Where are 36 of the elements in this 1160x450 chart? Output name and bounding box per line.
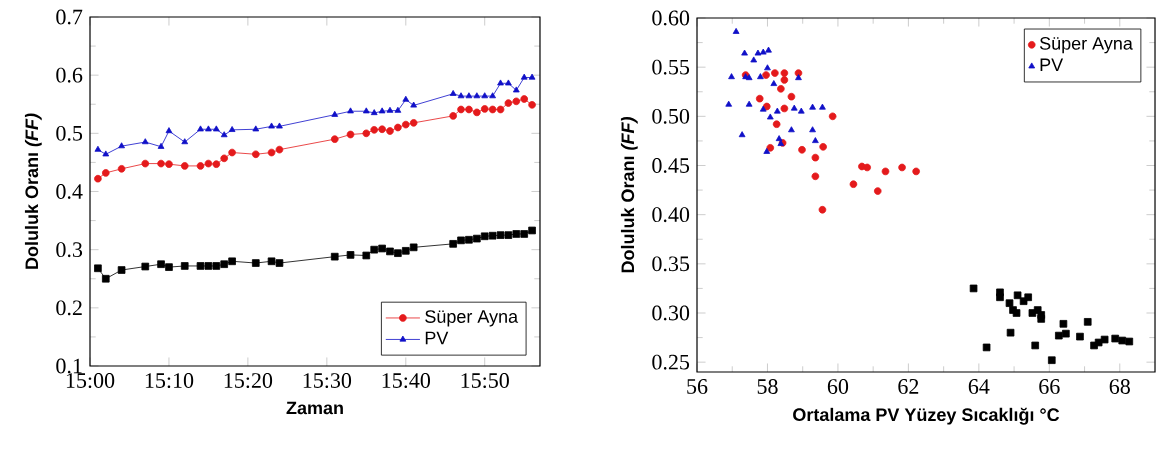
x-tick-label: 68 [1109, 379, 1130, 394]
x-tick-label: 15:50 [461, 373, 509, 389]
x-tick-label: 64 [968, 379, 990, 394]
legend-label: PV [425, 331, 449, 345]
x-tick-label: 15:40 [382, 373, 431, 389]
x-tick-label: 15:20 [224, 373, 273, 389]
y-tick-label: 0.2 [56, 300, 82, 316]
x-axis-title: Ortalama PV Yüzey Sıcaklığı °C [793, 407, 1060, 425]
y-tick-label: 0.5 [56, 125, 83, 141]
legend-label: Süper Ayna [1039, 37, 1133, 54]
y-tick-label: 0.3 [56, 242, 83, 258]
y-tick-label: 0.7 [56, 9, 83, 25]
y-tick-label: 0.30 [652, 305, 690, 321]
x-tick-label: 15:30 [303, 373, 352, 389]
y-tick-label: 0.60 [652, 10, 690, 26]
x-tick-label: 62 [898, 379, 919, 394]
legend-label: Süper Ayna [425, 310, 519, 327]
x-tick-label: 15:10 [145, 373, 194, 389]
x-tick-label: 58 [757, 379, 778, 394]
x-tick-label: 60 [827, 379, 849, 394]
x-axis-title: Zaman [286, 401, 343, 415]
y-tick-label: 0.50 [652, 108, 690, 124]
legend-label: PV [1040, 58, 1064, 71]
y-tick-label: 0.40 [652, 207, 690, 223]
y-tick-label: 0.6 [56, 67, 83, 83]
y-tick-label: 0.4 [56, 184, 83, 199]
y-tick-label: 0.55 [652, 59, 690, 75]
y-tick-label: 0.1 [56, 358, 82, 374]
x-tick-label: 15:00 [66, 373, 115, 389]
y-tick-label: 0.35 [652, 256, 690, 272]
x-tick-label: 66 [1039, 379, 1060, 394]
y-tick-label: 0.25 [652, 354, 690, 370]
y-axis-title: Doluluk Oranı (FF) [24, 113, 42, 269]
y-tick-label: 0.45 [652, 158, 690, 173]
y-axis-title: Doluluk Oranı (FF) [620, 117, 638, 273]
x-tick-label: 56 [687, 379, 708, 394]
